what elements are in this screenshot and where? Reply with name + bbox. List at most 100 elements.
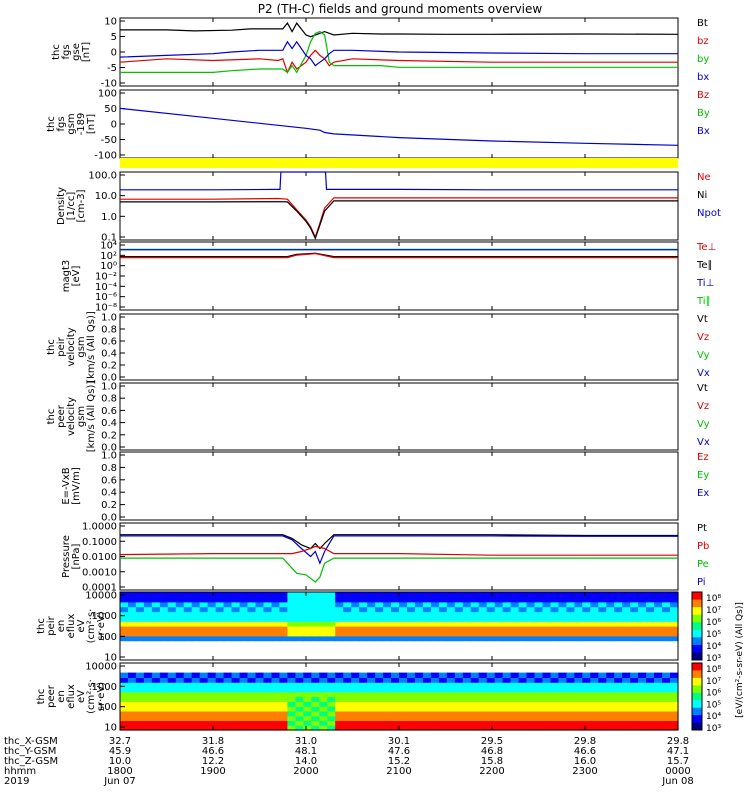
- y-tick-label: 10.0: [95, 191, 117, 202]
- spectrogram-cell: [614, 606, 623, 613]
- spectrogram-cell: [446, 601, 456, 608]
- spectrogram-cell: [430, 682, 440, 688]
- spectrogram-cell: [263, 630, 273, 637]
- spectrogram-cell: [407, 715, 416, 721]
- spectrogram-cell: [414, 691, 424, 698]
- spectrogram-cell: [128, 682, 137, 688]
- x-axis-row-value: 45.9: [109, 746, 131, 757]
- colorbar-tick-label: 10⁷: [706, 606, 721, 616]
- spectrogram-cell: [502, 626, 512, 632]
- spectrogram-cell: [223, 701, 233, 707]
- spectrogram-cell: [510, 616, 520, 622]
- spectrogram-cell: [590, 696, 599, 702]
- spectrogram-cell: [606, 621, 615, 627]
- spectrogram-cell: [215, 596, 225, 603]
- spectrogram-cell: [630, 715, 639, 721]
- spectrogram-cell: [454, 596, 464, 603]
- spectrogram-cell: [638, 677, 647, 683]
- spectrogram-cell: [478, 611, 488, 617]
- spectrogram-cell: [199, 696, 209, 702]
- spectrogram-cell: [287, 621, 296, 627]
- spectrogram-cell: [510, 686, 520, 693]
- legend-entry: Bx: [697, 126, 710, 137]
- spectrogram-cell: [662, 725, 671, 731]
- spectrogram-cell: [143, 725, 153, 731]
- spectrogram-cell: [167, 611, 177, 617]
- spectrogram-cell: [247, 720, 257, 726]
- spectrogram-cell: [534, 710, 544, 717]
- spectrogram-cell: [375, 710, 384, 717]
- spectrogram-cell: [534, 677, 544, 683]
- y-tick-label: -50: [101, 135, 117, 146]
- y-tick-label: 0.0: [101, 373, 117, 384]
- legend-entry: Pt: [697, 523, 707, 534]
- spectrogram-cell: [454, 616, 464, 622]
- spectrogram-cell: [486, 616, 496, 622]
- spectrogram-cell: [614, 706, 623, 712]
- spectrogram-cell: [606, 682, 615, 688]
- spectrogram-cell: [414, 616, 424, 622]
- spectrogram-cell: [526, 682, 536, 688]
- y-tick-label: 1.0: [101, 382, 117, 393]
- spectrogram-cell: [422, 596, 432, 603]
- spectrogram-cell: [391, 592, 400, 598]
- spectrogram-cell: [414, 686, 424, 693]
- spectrogram-cell: [128, 691, 137, 698]
- legend-entry: Pe: [697, 559, 709, 570]
- spectrogram-cell: [478, 677, 488, 683]
- spectrogram-cell: [670, 682, 679, 688]
- spectrogram-cell: [662, 715, 671, 721]
- spectrogram-cell: [462, 691, 472, 698]
- spectrogram-cell: [247, 691, 257, 698]
- spectrogram-cell: [303, 710, 312, 717]
- spectrogram-cell: [391, 682, 400, 688]
- legend-entry: Bz: [697, 90, 709, 101]
- spectrogram-cell: [407, 606, 416, 613]
- x-axis-row-label: thc_Z-GSM: [4, 756, 58, 767]
- spectrogram-cell: [120, 672, 129, 678]
- spectrogram-cell: [367, 672, 376, 678]
- spectrogram-cell: [590, 635, 599, 642]
- spectrogram-cell: [215, 686, 225, 693]
- spectrogram-cell: [143, 715, 153, 721]
- spectrogram-cell: [343, 626, 352, 632]
- spectrogram-cell: [263, 635, 273, 642]
- spectrogram-cell: [375, 635, 384, 642]
- spectrogram-cell: [359, 715, 368, 721]
- spectrogram-cell: [438, 596, 448, 603]
- spectrogram-cell: [231, 616, 241, 622]
- spectrogram-cell: [295, 606, 304, 613]
- spectrogram-cell: [215, 626, 225, 632]
- colorbar-swatch: [692, 592, 702, 601]
- spectrogram-cell: [303, 611, 312, 617]
- spectrogram-cell: [654, 701, 663, 707]
- spectrogram-cell: [327, 672, 336, 678]
- spectrogram-cell: [367, 696, 376, 702]
- spectrogram-cell: [438, 710, 448, 717]
- spectrogram-cell: [422, 606, 432, 613]
- spectrogram-cell: [335, 677, 344, 683]
- spectrogram-cell: [183, 606, 193, 613]
- spectrogram-cell: [526, 706, 536, 712]
- spectrogram-cell: [502, 601, 512, 608]
- spectrogram-cell: [566, 725, 575, 731]
- spectrogram-cell: [462, 611, 472, 617]
- spectrogram-cell: [191, 635, 201, 642]
- spectrogram-cell: [135, 621, 145, 627]
- spectrogram-cell: [486, 601, 496, 608]
- spectrogram-cell: [430, 720, 440, 726]
- spectrogram-cell: [191, 715, 201, 721]
- colorbar-tick-label: 10⁷: [706, 677, 721, 687]
- spectrogram-cell: [518, 611, 528, 617]
- y-tick-label: 10⁴: [100, 241, 117, 252]
- spectrogram-cell: [590, 611, 599, 617]
- spectrogram-cell: [510, 592, 520, 598]
- spectrogram-cell: [518, 596, 528, 603]
- spectrogram-cell: [646, 715, 655, 721]
- spectrogram-cell: [670, 720, 679, 726]
- spectrogram-cell: [414, 592, 424, 598]
- spectrogram-cell: [128, 710, 137, 717]
- spectrogram-cell: [223, 706, 233, 712]
